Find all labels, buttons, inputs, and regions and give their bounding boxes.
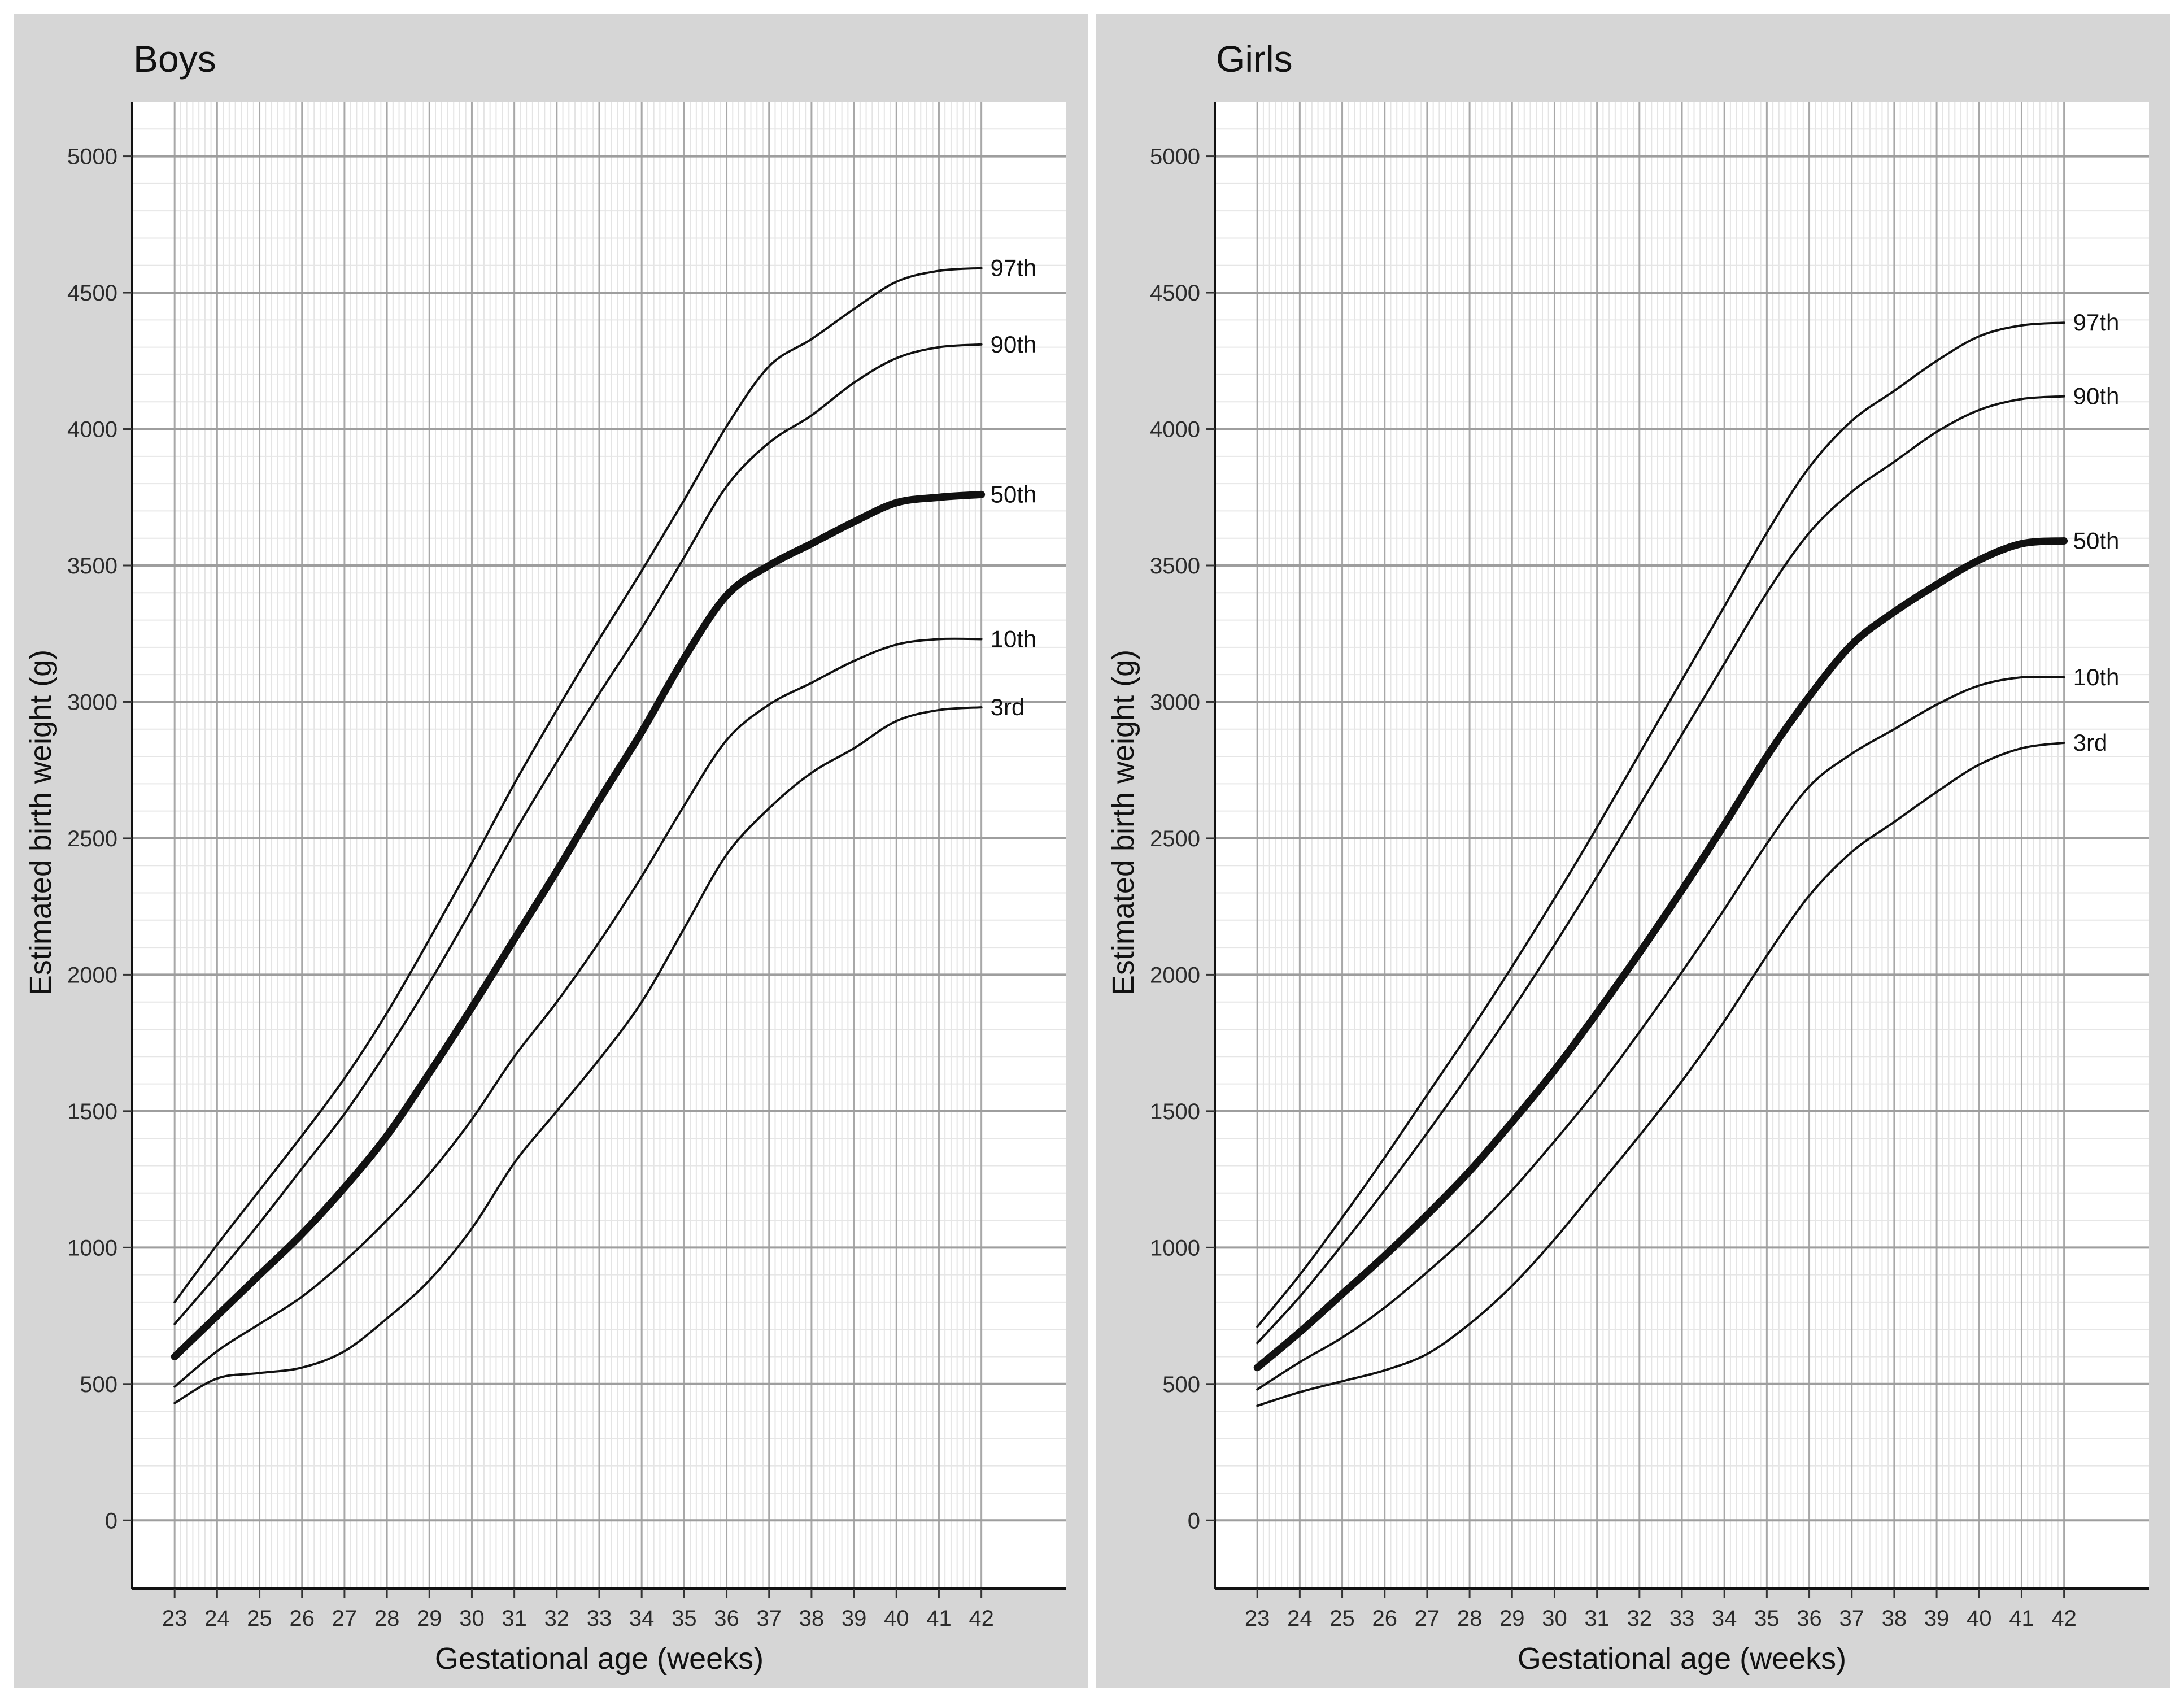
girls-y-tick-label: 1500: [1150, 1099, 1200, 1124]
girls-x-tick-label: 39: [1924, 1606, 1950, 1631]
girls-x-tick-label: 38: [1882, 1606, 1907, 1631]
boys-curve-label-97th: 97th: [991, 255, 1037, 281]
boys-x-tick-label: 36: [714, 1606, 739, 1631]
girls-x-tick-label: 41: [2009, 1606, 2034, 1631]
girls-y-tick-label: 0: [1188, 1508, 1200, 1533]
boys-y-axis-title: Estimated birth weight (g): [24, 650, 58, 995]
girls-curve-label-10th: 10th: [2073, 664, 2120, 690]
boys-curve-3rd: [173, 706, 983, 1404]
boys-x-tick-label: 25: [247, 1606, 272, 1631]
girls-curve-3rd: [1256, 741, 2065, 1407]
boys-curve-label-3rd: 3rd: [991, 694, 1025, 720]
girls-y-tick-label: 2500: [1150, 826, 1200, 851]
boys-x-tick-label: 35: [672, 1606, 697, 1631]
boys-chart-title: Boys: [133, 38, 216, 80]
boys-x-tick-label: 26: [289, 1606, 315, 1631]
boys-x-tick-label: 40: [884, 1606, 909, 1631]
boys-y-tick-label: 500: [80, 1372, 117, 1397]
boys-x-tick-label: 38: [799, 1606, 825, 1631]
boys-curve-label-90th: 90th: [991, 331, 1037, 358]
boys-x-axis-title: Gestational age (weeks): [435, 1642, 764, 1676]
girls-x-tick-label: 23: [1245, 1606, 1270, 1631]
girls-x-tick-label: 30: [1542, 1606, 1567, 1631]
girls-chart-title: Girls: [1216, 38, 1293, 80]
boys-curve-90th: [173, 343, 983, 1325]
boys-y-tick-label: 0: [105, 1508, 117, 1533]
boys-x-tick-label: 39: [842, 1606, 867, 1631]
girls-grid: [1215, 102, 2149, 1589]
boys-y-tick-label: 2500: [67, 826, 117, 851]
boys-x-tick-label: 33: [587, 1606, 612, 1631]
girls-panel: Girls 0 500 1000 1500 2000 2500 3000 3500 4000 45…: [1096, 14, 2170, 1688]
boys-x-tick-label: 28: [374, 1606, 400, 1631]
boys-y-tick-label: 3500: [67, 554, 117, 578]
boys-curve-label-10th: 10th: [991, 625, 1037, 652]
boys-y-tick-label: 4500: [67, 281, 117, 306]
boys-curve-label-50th: 50th: [991, 481, 1037, 507]
boys-grid: [132, 102, 1066, 1589]
boys-y-tick-label: 2000: [67, 963, 117, 987]
girls-x-tick-label: 36: [1797, 1606, 1822, 1631]
boys-x-tick-label: 29: [417, 1606, 442, 1631]
girls-curve-label-50th: 50th: [2073, 528, 2120, 554]
girls-x-tick-label: 34: [1712, 1606, 1737, 1631]
boys-x-tick-label: 32: [544, 1606, 570, 1631]
boys-x-tick-label: 37: [756, 1606, 782, 1631]
boys-growth-chart: 0 500 1000 1500 2000 2500 3000 3500 4000 4500 5000…: [24, 102, 1066, 1676]
girls-curve-90th: [1256, 395, 2065, 1345]
boys-x-tick-label: 30: [459, 1606, 485, 1631]
girls-x-tick-label: 31: [1584, 1606, 1610, 1631]
boys-x-tick-label: 41: [926, 1606, 952, 1631]
boys-curve-10th: [173, 637, 983, 1388]
girls-y-tick-label: 5000: [1150, 145, 1200, 169]
boys-y-tick-label: 5000: [67, 145, 117, 169]
boys-x-tick-label: 24: [204, 1606, 230, 1631]
boys-x-tick-label: 23: [162, 1606, 188, 1631]
girls-x-tick-label: 35: [1754, 1606, 1780, 1631]
boys-x-tick-label: 27: [332, 1606, 358, 1631]
girls-y-tick-label: 2000: [1150, 963, 1200, 987]
girls-y-tick-label: 1000: [1150, 1235, 1200, 1260]
girls-x-tick-label: 32: [1627, 1606, 1653, 1631]
girls-x-tick-label: 25: [1329, 1606, 1355, 1631]
boys-y-tick-label: 1500: [67, 1099, 117, 1124]
boys-y-tick-label: 4000: [67, 417, 117, 442]
girls-curve-10th: [1256, 675, 2065, 1391]
girls-x-tick-label: 37: [1839, 1606, 1864, 1631]
girls-x-tick-label: 40: [1967, 1606, 1992, 1631]
girls-y-tick-label: 3500: [1150, 554, 1200, 578]
girls-x-tick-label: 27: [1415, 1606, 1440, 1631]
girls-y-axis-title: Estimated birth weight (g): [1106, 650, 1140, 995]
girls-x-tick-label: 28: [1457, 1606, 1483, 1631]
girls-curve-label-3rd: 3rd: [2073, 729, 2108, 756]
girls-growth-chart: 0 500 1000 1500 2000 2500 3000 3500 4000 4500 5000…: [1106, 102, 2149, 1676]
girls-y-tick-label: 500: [1162, 1372, 1200, 1397]
boys-y-tick-label: 1000: [67, 1235, 117, 1260]
girls-y-tick-label: 3000: [1150, 690, 1200, 715]
boys-y-tick-label: 3000: [67, 690, 117, 715]
girls-curve-label-90th: 90th: [2073, 383, 2120, 410]
girls-x-tick-label: 33: [1669, 1606, 1695, 1631]
girls-x-tick-label: 42: [2051, 1606, 2077, 1631]
girls-curve-label-97th: 97th: [2073, 309, 2120, 336]
girls-x-axis-title: Gestational age (weeks): [1518, 1642, 1846, 1676]
boys-panel: Boys 0 500 1000 1500 2000 2500 3000 3500 4000 450…: [14, 14, 1088, 1688]
girls-x-tick-label: 24: [1287, 1606, 1313, 1631]
boys-x-tick-label: 34: [629, 1606, 655, 1631]
girls-y-tick-label: 4000: [1150, 417, 1200, 442]
boys-curve-50th: [171, 490, 986, 1360]
boys-curve-97th: [173, 267, 983, 1303]
girls-curve-50th: [1253, 537, 2068, 1372]
girls-x-tick-label: 29: [1499, 1606, 1525, 1631]
boys-x-tick-label: 42: [969, 1606, 994, 1631]
girls-x-tick-label: 26: [1372, 1606, 1397, 1631]
boys-x-tick-label: 31: [502, 1606, 527, 1631]
girls-y-tick-label: 4500: [1150, 281, 1200, 306]
girls-curve-97th: [1256, 321, 2065, 1328]
